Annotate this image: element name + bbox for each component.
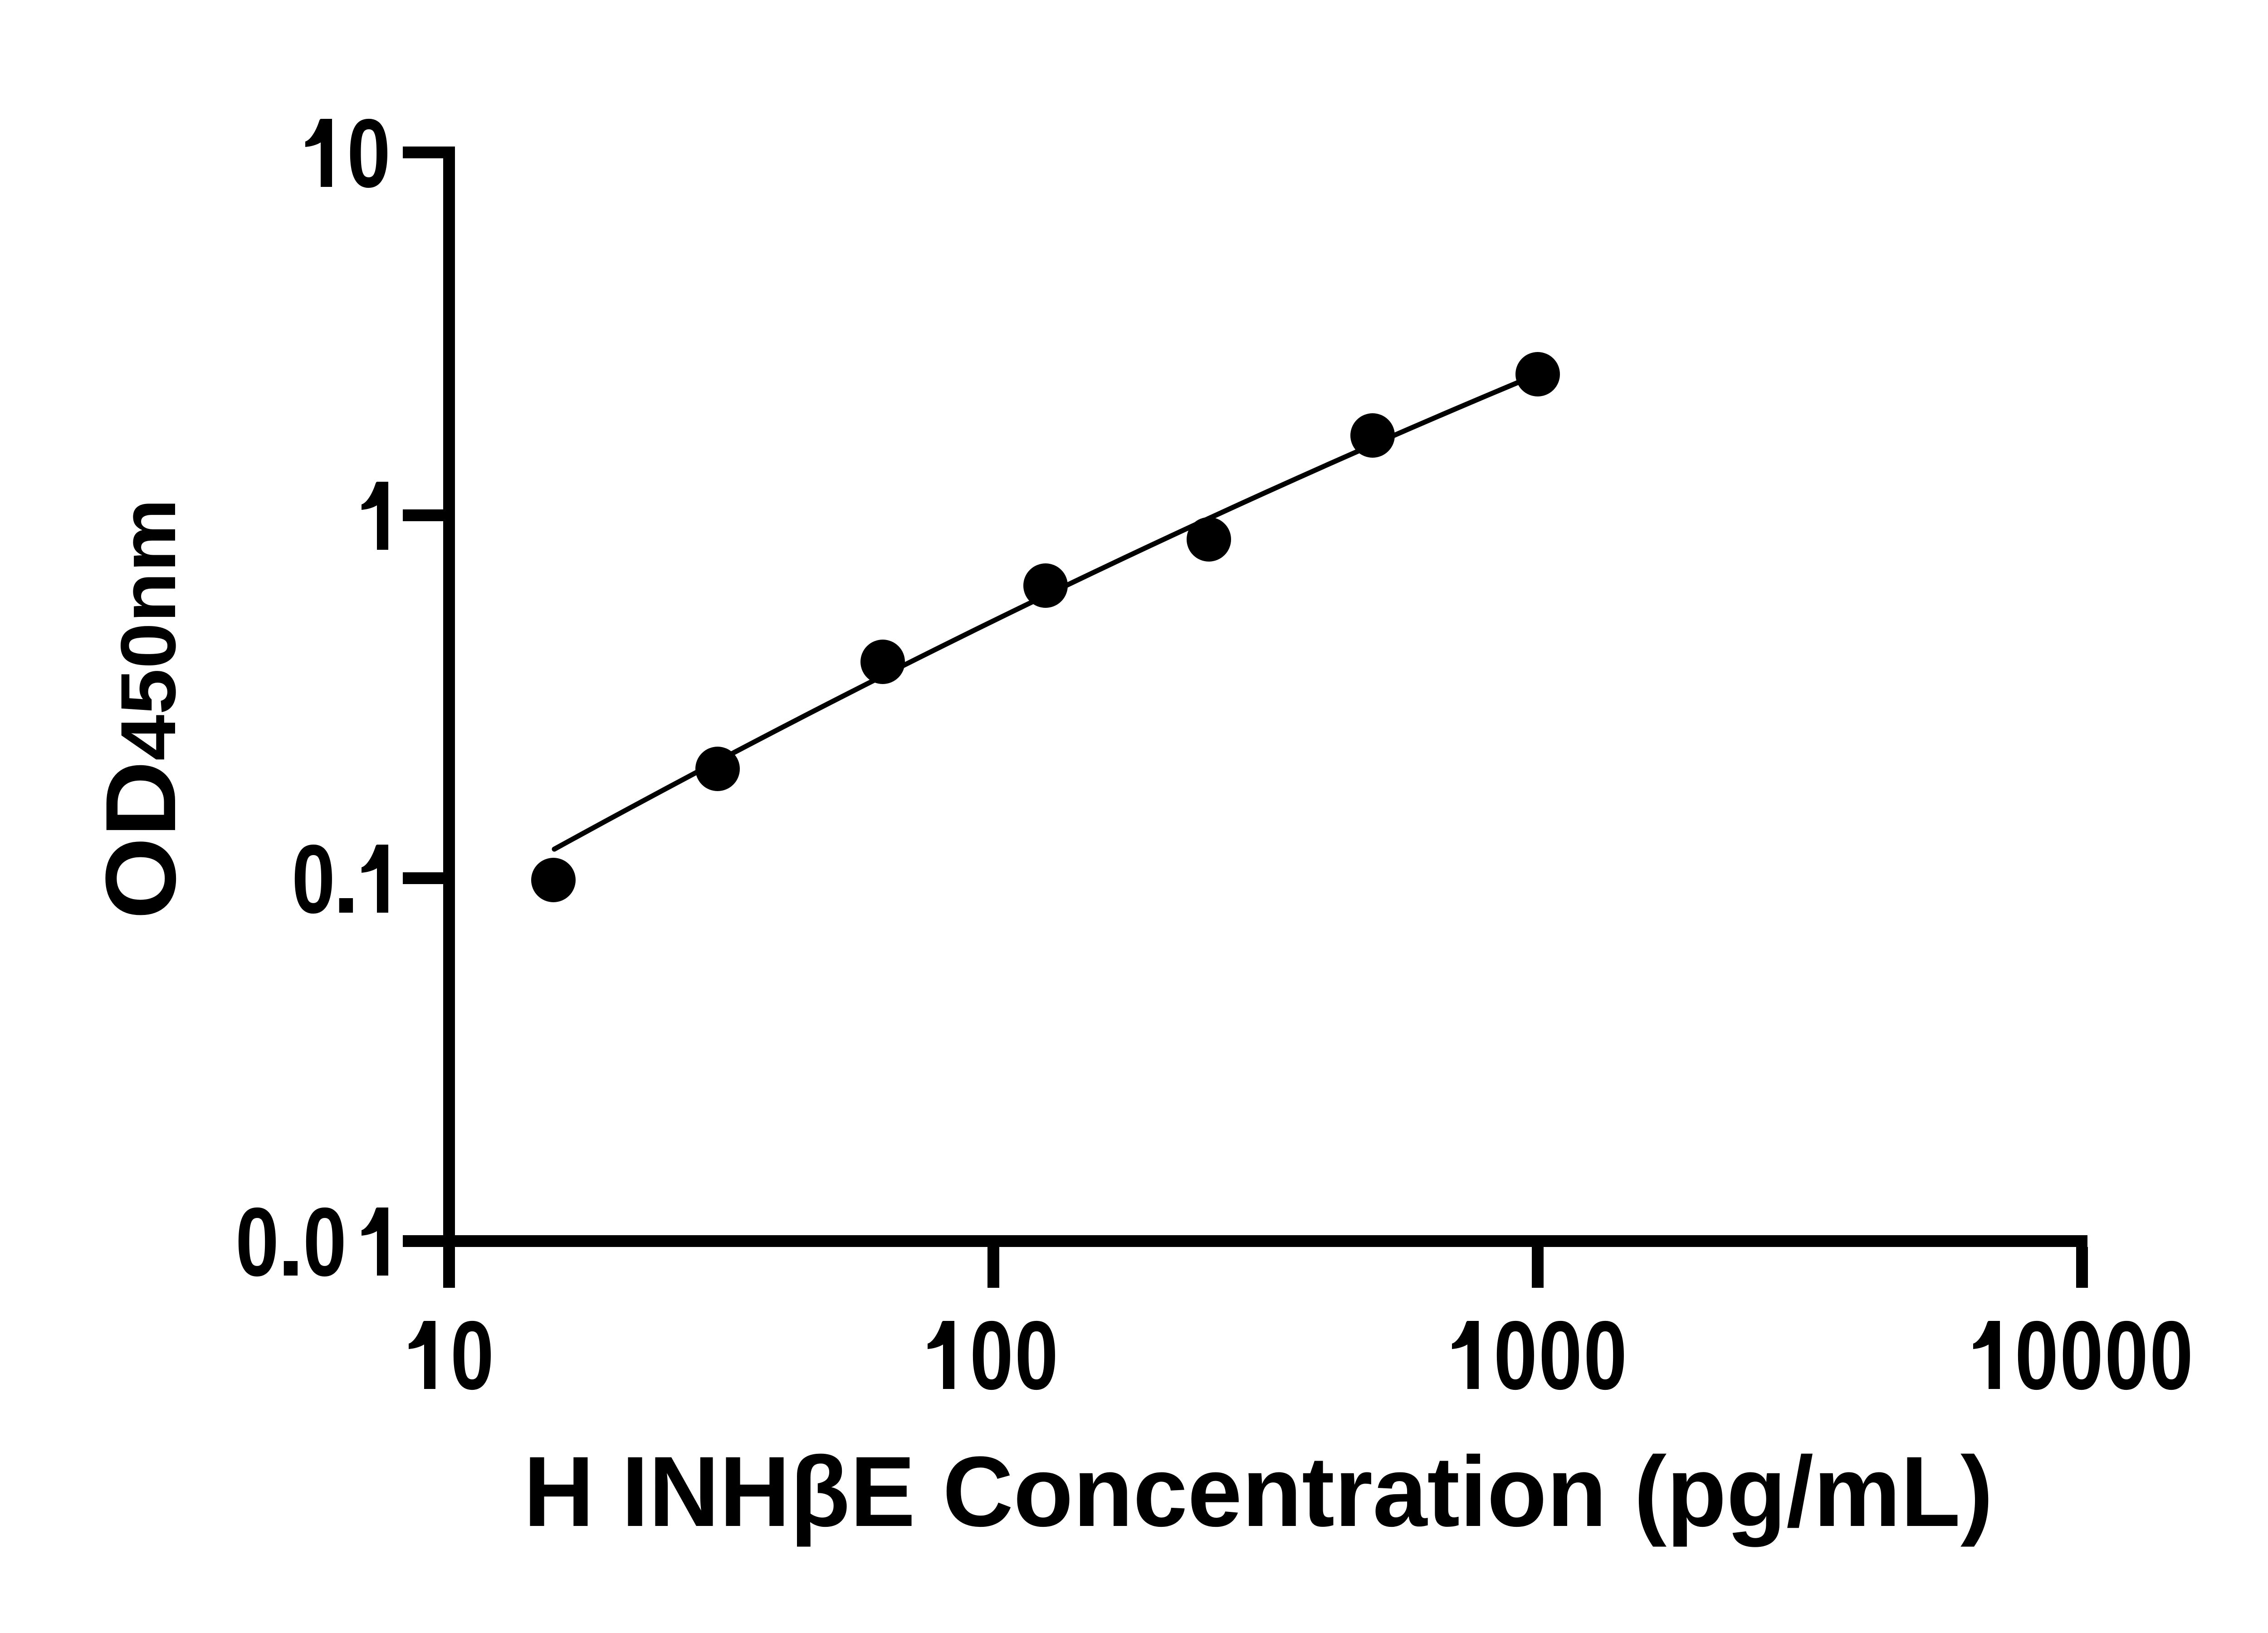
svg-text:H INHβE Concentration (pg/mL): H INHβE Concentration (pg/mL): [523, 1436, 1993, 1547]
svg-text:OD450nm: OD450nm: [85, 499, 196, 919]
svg-text:0: 0: [2015, 1301, 2058, 1410]
svg-text:0: 0: [2060, 1301, 2103, 1410]
svg-text:0: 0: [1494, 1301, 1537, 1410]
svg-text:0: 0: [1015, 1301, 1058, 1410]
svg-text:0: 0: [347, 98, 391, 208]
svg-text:0: 0: [450, 1301, 494, 1410]
svg-text:0: 0: [970, 1301, 1013, 1410]
svg-text:0: 0: [1584, 1301, 1627, 1410]
svg-text:0: 0: [2105, 1301, 2148, 1410]
svg-text:0: 0: [292, 824, 335, 934]
svg-text:0: 0: [303, 1187, 347, 1296]
svg-text:.: .: [277, 1187, 304, 1296]
svg-text:0: 0: [235, 1187, 279, 1296]
svg-text:0: 0: [2150, 1301, 2193, 1410]
svg-text:.: .: [332, 824, 360, 934]
svg-text:0: 0: [1539, 1301, 1582, 1410]
